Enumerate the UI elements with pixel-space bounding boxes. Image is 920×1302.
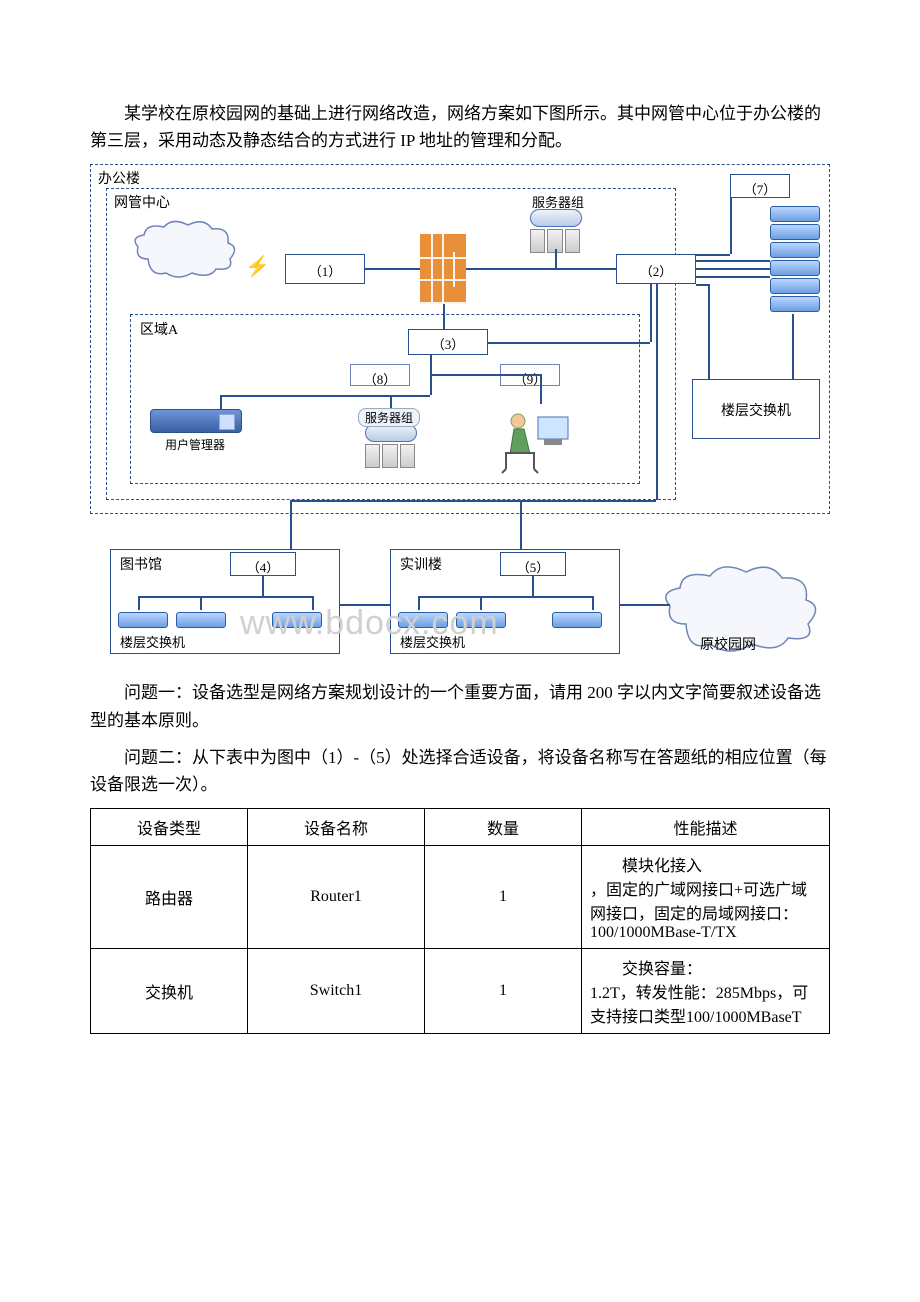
original-campus-label: 原校园网 bbox=[700, 634, 756, 654]
lightning-icon: ⚡ bbox=[245, 254, 270, 279]
zone-a-label: 区域A bbox=[140, 319, 178, 339]
cell-desc: 模块化接入 ，固定的广域网接口+可选广域网接口，固定的局域网接口：100/1000… bbox=[582, 846, 830, 949]
training-label: 实训楼 bbox=[400, 554, 442, 574]
device-table: 设备类型 设备名称 数量 性能描述 路由器 Router1 1 模块化接入 ，固定… bbox=[90, 808, 830, 1034]
office-label: 办公楼 bbox=[98, 168, 140, 188]
user-manager-icon bbox=[150, 409, 242, 433]
slot-2: （2） bbox=[616, 254, 696, 284]
admin-user-icon bbox=[500, 409, 560, 464]
th-qty: 数量 bbox=[425, 809, 582, 846]
servers-label-top: 服务器组 bbox=[532, 192, 584, 211]
slot-8: （8） bbox=[350, 364, 410, 386]
internet-cloud bbox=[130, 219, 240, 279]
th-desc: 性能描述 bbox=[582, 809, 830, 846]
cell-type: 路由器 bbox=[91, 846, 248, 949]
cell-name: Switch1 bbox=[248, 949, 425, 1034]
server-label-pill bbox=[530, 209, 582, 227]
slot-3: （3） bbox=[408, 329, 488, 355]
slot-1: （1） bbox=[285, 254, 365, 284]
desc-first: 交换容量： bbox=[590, 955, 821, 979]
th-type: 设备类型 bbox=[91, 809, 248, 846]
firewall-icon bbox=[420, 234, 466, 304]
server-group-zone bbox=[365, 424, 415, 468]
floor-switch-box: 楼层交换机 bbox=[692, 379, 820, 439]
slot-7: （7） bbox=[730, 174, 790, 198]
center-label: 网管中心 bbox=[114, 192, 170, 212]
table-header-row: 设备类型 设备名称 数量 性能描述 bbox=[91, 809, 830, 846]
table-row: 路由器 Router1 1 模块化接入 ，固定的广域网接口+可选广域网接口，固定的… bbox=[91, 846, 830, 949]
floor-switch-stack bbox=[770, 204, 820, 314]
cell-desc: 交换容量： 1.2T，转发性能：285Mbps，可支持接口类型100/1000MB… bbox=[582, 949, 830, 1034]
cell-qty: 1 bbox=[425, 846, 582, 949]
table-row: 交换机 Switch1 1 交换容量： 1.2T，转发性能：285Mbps，可支持… bbox=[91, 949, 830, 1034]
desc-first: 模块化接入 bbox=[590, 852, 821, 876]
training-floor-switch-label: 楼层交换机 bbox=[400, 632, 465, 651]
library-floor-switch-label: 楼层交换机 bbox=[120, 632, 185, 651]
library-label: 图书馆 bbox=[120, 554, 162, 574]
servers-label-zone: 服务器组 bbox=[358, 408, 420, 427]
desc-rest: ，固定的广域网接口+可选广域网接口，固定的局域网接口：100/1000MBase… bbox=[590, 882, 807, 941]
slot-5: （5） bbox=[500, 552, 566, 576]
cell-type: 交换机 bbox=[91, 949, 248, 1034]
cell-name: Router1 bbox=[248, 846, 425, 949]
cell-qty: 1 bbox=[425, 949, 582, 1034]
question-2: 问题二：从下表中为图中（1）-（5）处选择合适设备，将设备名称写在答题纸的相应位… bbox=[90, 744, 830, 798]
desc-rest: 1.2T，转发性能：285Mbps，可支持接口类型100/1000MBaseT bbox=[590, 985, 808, 1026]
user-manager-label: 用户管理器 bbox=[165, 436, 225, 453]
intro-paragraph: 某学校在原校园网的基础上进行网络改造，网络方案如下图所示。其中网管中心位于办公楼… bbox=[90, 100, 830, 154]
th-name: 设备名称 bbox=[248, 809, 425, 846]
network-diagram: 办公楼 网管中心 （7） 楼层交换机 ⚡ （1） bbox=[90, 164, 830, 664]
slot-4: （4） bbox=[230, 552, 296, 576]
server-group-top bbox=[530, 209, 580, 253]
question-1: 问题一：设备选型是网络方案规划设计的一个重要方面，请用 200 字以内文字简要叙… bbox=[90, 679, 830, 733]
